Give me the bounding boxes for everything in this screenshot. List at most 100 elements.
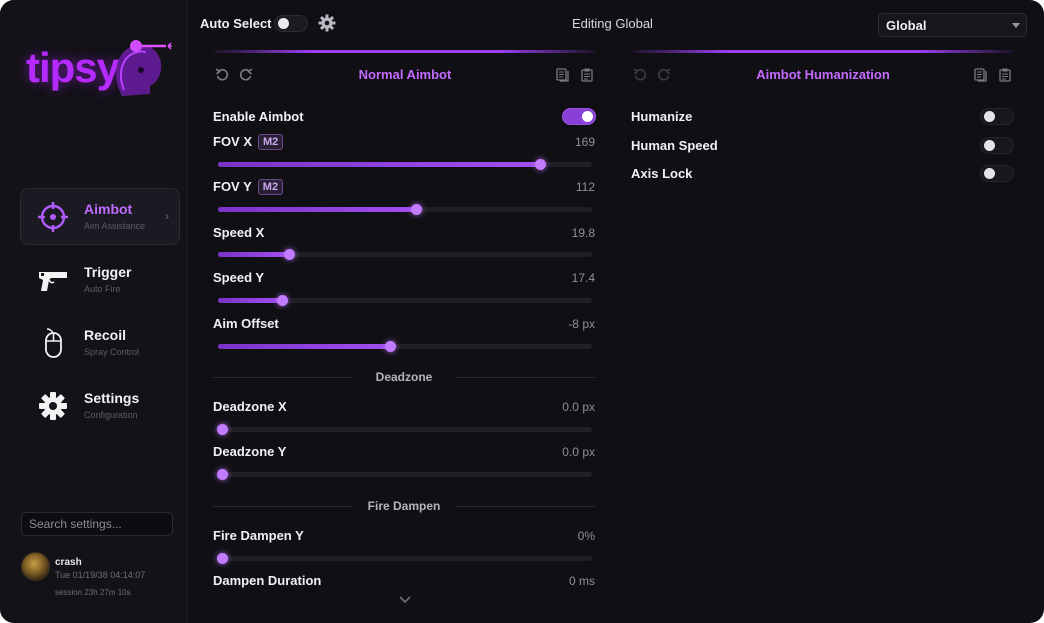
aim-offset-slider[interactable]	[218, 341, 592, 352]
slider-fill	[218, 298, 282, 303]
speed-x-label: Speed X	[213, 225, 265, 240]
sidebar-item-label: Recoil	[84, 327, 127, 343]
copy-icon[interactable]	[974, 68, 988, 82]
slider-fill	[218, 252, 290, 257]
auto-select-label: Auto Select	[200, 16, 272, 31]
dampen-duration-value: 0 ms	[568, 574, 595, 588]
enable-aimbot-toggle[interactable]	[562, 108, 596, 125]
dropdown-arrow-icon	[1012, 23, 1020, 28]
speed-y-value: 17.4	[571, 271, 595, 285]
toggle-knob	[984, 168, 995, 179]
slider-fill	[218, 344, 391, 349]
humanize-toggle[interactable]	[980, 108, 1014, 125]
speed-y-slider[interactable]	[218, 295, 592, 306]
deadzone-x-slider[interactable]	[216, 424, 592, 435]
gear-icon[interactable]	[318, 14, 336, 32]
speed-y-label: Speed Y	[213, 270, 265, 285]
dampen-duration-label: Dampen Duration	[213, 573, 322, 588]
logo-text: tipsy	[26, 44, 120, 91]
fov-x-slider[interactable]	[218, 159, 592, 170]
mouse-icon	[45, 328, 62, 358]
toggle-knob	[984, 140, 995, 151]
sidebar-item-recoil[interactable]: Recoil Spray Control	[20, 314, 180, 371]
search-input[interactable]	[21, 512, 173, 536]
humanize-label: Humanize	[631, 109, 693, 124]
slider-thumb[interactable]	[411, 204, 423, 215]
fire-dampen-divider: Fire Dampen	[213, 499, 595, 513]
slider-thumb[interactable]	[284, 249, 296, 260]
slider-thumb[interactable]	[216, 469, 228, 480]
chevron-right-icon: ›	[165, 209, 169, 223]
toggle-knob	[278, 18, 289, 29]
panel-accent-line	[214, 50, 596, 53]
slider-thumb[interactable]	[216, 553, 228, 564]
fire-dampen-y-label: Fire Dampen Y	[213, 528, 304, 543]
redo-icon[interactable]	[239, 68, 253, 82]
speed-x-slider[interactable]	[218, 249, 592, 260]
deadzone-y-slider[interactable]	[216, 469, 592, 480]
sidebar-item-trigger[interactable]: Trigger Auto Fire	[20, 251, 180, 308]
fov-x-value: 169	[574, 135, 595, 149]
user-timestamp: Tue 01/19/38 04:14:07	[55, 570, 146, 580]
fov-y-value: 112	[575, 180, 595, 194]
toggle-knob	[984, 111, 995, 122]
divider-line	[213, 377, 353, 378]
paste-icon[interactable]	[998, 68, 1012, 82]
human-speed-toggle[interactable]	[980, 137, 1014, 154]
sidebar-item-settings[interactable]: Settings Configuration	[20, 377, 180, 434]
fov-x-label: FOV X M2	[213, 134, 284, 150]
avatar[interactable]	[21, 552, 50, 581]
human-speed-label: Human Speed	[631, 138, 718, 153]
slider-fill	[218, 162, 540, 167]
divider-line	[455, 506, 595, 507]
profile-select[interactable]: Global	[878, 13, 1027, 37]
editing-label: Editing Global	[572, 16, 653, 31]
fire-dampen-y-slider[interactable]	[216, 553, 592, 564]
key-badge[interactable]: M2	[257, 179, 284, 195]
sidebar-item-sub: Auto Fire	[84, 284, 121, 294]
panel-title: Aimbot Humanization	[756, 67, 890, 82]
undo-icon[interactable]	[633, 68, 647, 82]
fov-y-slider[interactable]	[218, 204, 592, 215]
slider-thumb[interactable]	[276, 295, 288, 306]
normal-aimbot-panel: Normal Aimbot Enable Aimbot FOV X M2 169 …	[202, 50, 608, 610]
sidebar-item-label: Settings	[84, 390, 140, 406]
sidebar-item-label: Trigger	[84, 264, 132, 280]
sidebar: tipsy Aimbot Aim Assistance ›	[0, 0, 188, 623]
crosshair-icon	[38, 202, 68, 232]
user-info: crash Tue 01/19/38 04:14:07 session 23h …	[21, 550, 181, 600]
logo-head-icon	[115, 40, 172, 96]
topbar: Auto Select Editing Global Global	[188, 0, 1044, 46]
slider-label-text: FOV X	[213, 134, 253, 149]
aim-offset-label: Aim Offset	[213, 316, 279, 331]
section-title: Deadzone	[375, 370, 433, 384]
slider-thumb[interactable]	[216, 424, 228, 435]
key-badge[interactable]: M2	[258, 134, 284, 150]
speed-x-value: 19.8	[571, 226, 595, 240]
redo-icon[interactable]	[657, 68, 671, 82]
paste-icon[interactable]	[580, 68, 594, 82]
fov-y-label: FOV Y M2	[213, 179, 284, 195]
slider-thumb[interactable]	[534, 159, 546, 170]
enable-aimbot-label: Enable Aimbot	[213, 109, 304, 124]
toggle-knob	[582, 111, 593, 122]
axis-lock-toggle[interactable]	[980, 165, 1014, 182]
copy-icon[interactable]	[556, 68, 570, 82]
panel-accent-line	[632, 50, 1014, 53]
deadzone-x-label: Deadzone X	[213, 399, 287, 414]
chevron-down-icon[interactable]	[398, 595, 412, 605]
user-session: session 23h 27m 10s	[55, 588, 131, 597]
aim-offset-value: -8 px	[568, 317, 595, 331]
slider-thumb[interactable]	[385, 341, 397, 352]
sidebar-item-aimbot[interactable]: Aimbot Aim Assistance ›	[20, 188, 180, 245]
auto-select-toggle[interactable]	[274, 15, 308, 32]
pistol-icon	[39, 272, 67, 291]
axis-lock-label: Axis Lock	[631, 166, 693, 181]
sidebar-item-sub: Configuration	[84, 410, 138, 420]
sidebar-item-sub: Aim Assistance	[84, 221, 146, 231]
undo-icon[interactable]	[215, 68, 229, 82]
deadzone-y-value: 0.0 px	[562, 445, 595, 459]
section-title: Fire Dampen	[367, 499, 441, 513]
profile-select-value: Global	[886, 18, 927, 33]
